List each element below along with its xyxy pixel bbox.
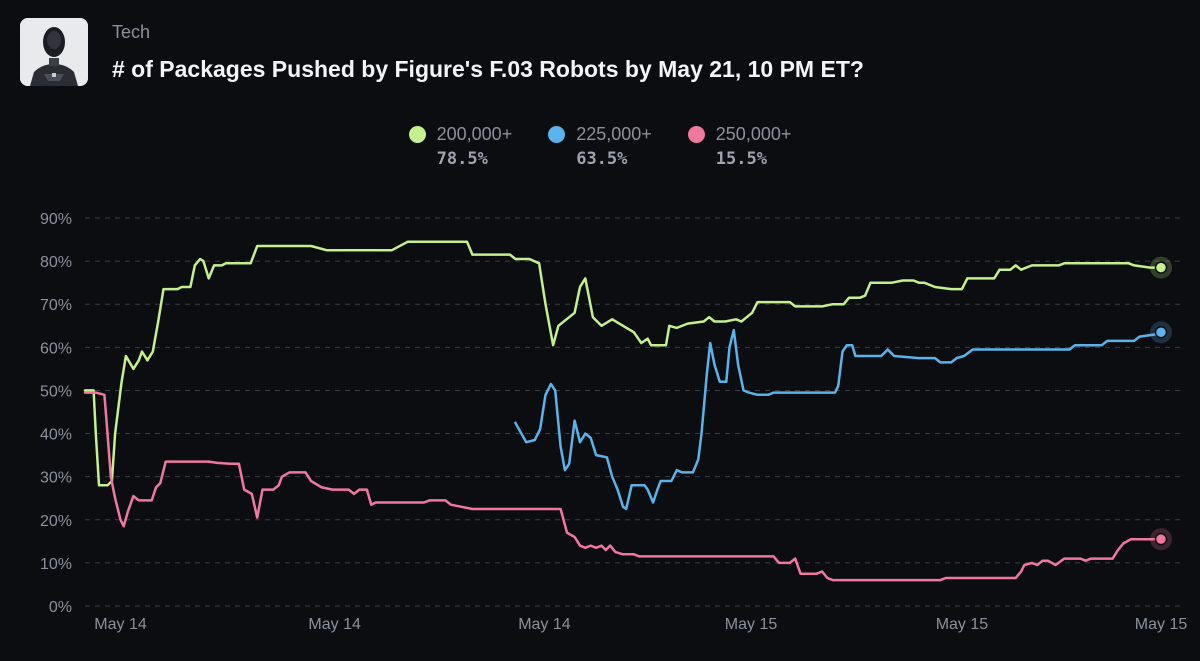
legend-item-250k[interactable]: 250,000+ 15.5% bbox=[687, 124, 792, 169]
legend-dot bbox=[408, 126, 426, 143]
chart-legend: 200,000+ 78.5% 225,000+ 63.5% 250,000+ 1… bbox=[0, 124, 1200, 169]
x-tick-label: May 14 bbox=[518, 616, 571, 633]
series-line-0 bbox=[83, 240, 1163, 487]
x-tick-label: May 15 bbox=[725, 616, 778, 633]
series-line-1 bbox=[514, 328, 1163, 511]
x-tick-label: May 15 bbox=[1135, 616, 1188, 633]
y-tick-label: 50% bbox=[40, 383, 72, 400]
y-tick-label: 80% bbox=[40, 254, 72, 271]
legend-item-225k[interactable]: 225,000+ 63.5% bbox=[548, 124, 652, 169]
legend-value: 78.5% bbox=[436, 149, 488, 169]
end-marker-0 bbox=[1154, 261, 1168, 274]
legend-dot bbox=[687, 126, 705, 143]
y-tick-label: 10% bbox=[40, 556, 72, 573]
legend-value: 63.5% bbox=[576, 149, 628, 169]
legend-label: 250,000+ bbox=[715, 124, 792, 144]
legend-label: 225,000+ bbox=[576, 124, 652, 144]
y-tick-label: 0% bbox=[49, 599, 72, 616]
robot-avatar-icon[interactable] bbox=[20, 18, 88, 86]
y-tick-label: 90% bbox=[40, 211, 72, 228]
y-tick-label: 40% bbox=[40, 427, 72, 444]
legend-dot bbox=[548, 126, 566, 143]
legend-item-200k[interactable]: 200,000+ 78.5% bbox=[408, 124, 513, 169]
end-marker-2 bbox=[1154, 532, 1168, 546]
x-tick-label: May 15 bbox=[936, 616, 989, 633]
x-tick-label: May 14 bbox=[94, 616, 147, 633]
legend-value: 15.5% bbox=[715, 149, 767, 169]
series-line-2 bbox=[83, 391, 1163, 582]
category-label[interactable]: Tech bbox=[112, 22, 151, 42]
x-tick-label: May 14 bbox=[308, 616, 361, 633]
y-tick-label: 30% bbox=[40, 470, 72, 487]
market-title: # of Packages Pushed by Figure's F.03 Ro… bbox=[112, 56, 864, 82]
end-marker-1 bbox=[1154, 325, 1168, 339]
y-tick-label: 60% bbox=[40, 340, 72, 357]
y-tick-label: 70% bbox=[40, 297, 72, 314]
y-tick-label: 20% bbox=[40, 513, 72, 530]
legend-label: 200,000+ bbox=[436, 124, 513, 144]
